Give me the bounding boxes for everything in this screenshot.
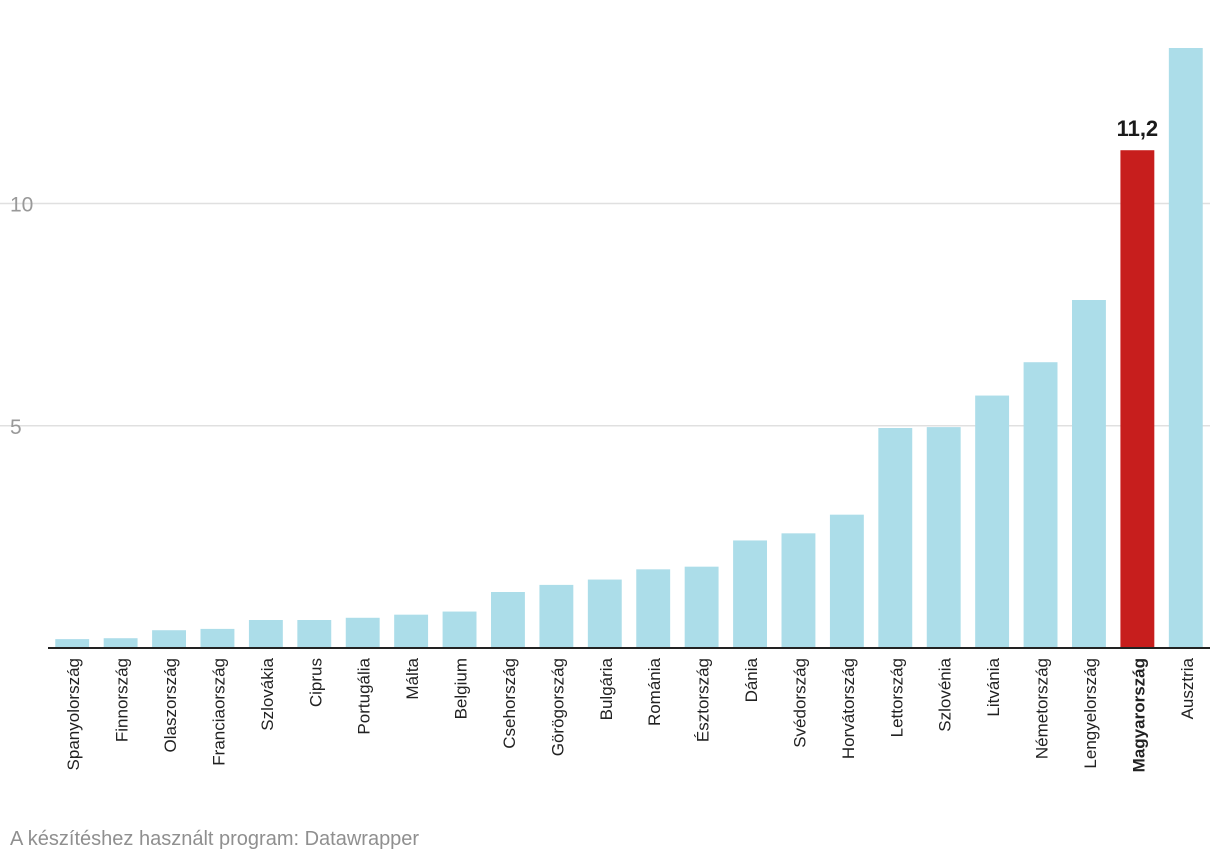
x-axis-labels: Spanyolország Finnország Olaszország Franci… [64, 657, 1197, 772]
x-tick-label: Portugália [355, 657, 374, 734]
bar [926, 427, 961, 648]
bars: 11,2 [55, 48, 1203, 648]
x-tick-label: Csehország [500, 658, 519, 749]
x-tick-label: Olaszország [161, 658, 180, 752]
bar [394, 614, 429, 648]
x-tick-label: Lengyelország [1081, 658, 1100, 769]
chart-credit: A készítéshez használt program: Datawrap… [10, 828, 420, 850]
bar [829, 514, 864, 648]
x-tick-label: Belgium [452, 658, 471, 719]
x-tick-label: Észtország [694, 658, 713, 742]
x-tick-label: Dánia [742, 657, 761, 702]
x-tick-label: Litvánia [984, 657, 1003, 716]
bar [248, 620, 283, 648]
x-tick-label: Magyarország [1129, 658, 1148, 772]
bar [297, 620, 332, 648]
bar [684, 566, 719, 648]
x-tick-label: Franciaország [209, 658, 228, 766]
data-label: 11,2 [1117, 116, 1159, 141]
bar [587, 579, 622, 648]
bar [442, 611, 477, 648]
x-tick-label: Románia [645, 657, 664, 726]
bar-chart: 5 10 11,2 Spanyolország Finnország Olaszors… [0, 48, 1210, 772]
x-tick-label: Ausztria [1178, 657, 1197, 719]
bar [1168, 48, 1203, 648]
y-tick-label: 5 [10, 416, 22, 439]
y-tick-label: 10 [10, 194, 33, 217]
x-tick-label: Spanyolország [64, 658, 83, 770]
bar [345, 617, 380, 648]
x-tick-label: Málta [403, 657, 422, 699]
bar [878, 428, 913, 648]
bar [1072, 300, 1106, 648]
x-tick-label: Bulgária [597, 657, 616, 720]
bar [733, 540, 767, 648]
bar [103, 638, 138, 648]
x-tick-label: Szlovákia [258, 657, 277, 730]
bar [1120, 150, 1155, 648]
bar [1023, 362, 1058, 648]
x-tick-label: Svédország [790, 658, 809, 748]
bar [636, 569, 671, 648]
bar [975, 395, 1010, 648]
x-tick-label: Görögország [548, 658, 567, 756]
bar [539, 584, 574, 648]
x-tick-label: Lettország [887, 658, 906, 737]
bar [200, 628, 235, 648]
bar [781, 533, 816, 648]
bar [491, 592, 525, 648]
bar [152, 630, 186, 648]
x-tick-label: Horvátország [839, 658, 858, 759]
x-tick-label: Németország [1033, 658, 1052, 759]
x-tick-label: Finnország [113, 658, 132, 742]
bar [55, 639, 90, 648]
x-tick-label: Szlovénia [936, 657, 955, 731]
x-tick-label: Ciprus [306, 658, 325, 707]
